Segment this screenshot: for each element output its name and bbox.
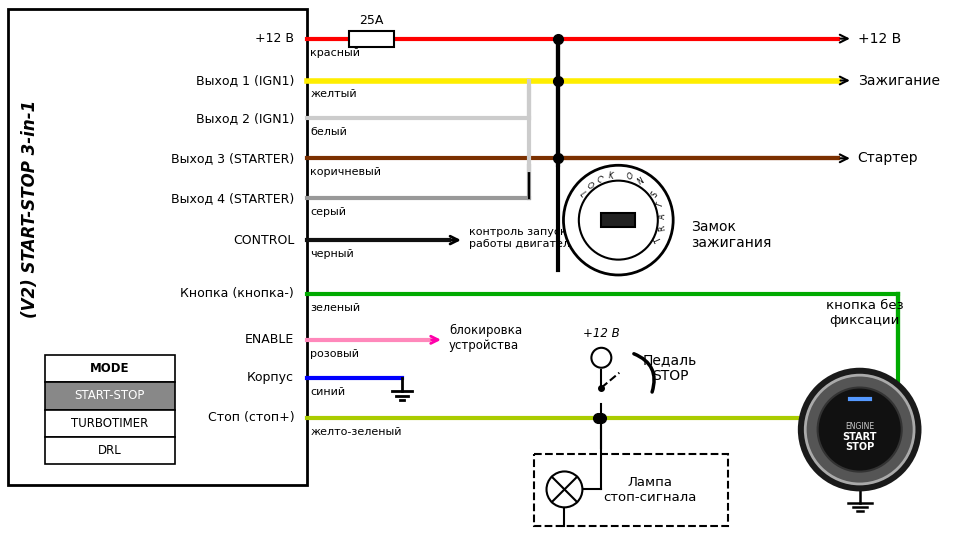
Text: 25A: 25A: [359, 14, 384, 26]
Bar: [45, 410, 175, 437]
Text: Замок
зажигания: Замок зажигания: [691, 220, 772, 250]
Bar: [45, 437, 175, 464]
Circle shape: [798, 368, 922, 491]
Text: Выход 1 (IGN1): Выход 1 (IGN1): [196, 74, 294, 87]
Text: кнопка без
фиксации: кнопка без фиксации: [826, 299, 903, 327]
Text: C: C: [595, 174, 604, 185]
Text: T: T: [654, 235, 664, 243]
Text: блокировка
устройства: блокировка устройства: [448, 324, 522, 352]
Text: Зажигание: Зажигание: [857, 73, 940, 87]
Text: O: O: [626, 172, 634, 182]
Text: A: A: [659, 213, 668, 219]
Bar: [349, 31, 394, 46]
Text: T: T: [656, 201, 665, 208]
Text: K: K: [608, 171, 613, 181]
Text: Выход 2 (IGN1): Выход 2 (IGN1): [196, 112, 294, 125]
Text: +12 В: +12 В: [583, 327, 619, 340]
Text: +12 В: +12 В: [857, 32, 900, 45]
Circle shape: [546, 471, 583, 508]
Text: START: START: [843, 431, 876, 442]
Circle shape: [564, 165, 673, 275]
Text: S: S: [650, 190, 660, 199]
Circle shape: [579, 181, 658, 260]
Text: STOP: STOP: [845, 442, 875, 451]
Text: Стоп (стоп+): Стоп (стоп+): [207, 411, 294, 424]
Text: контроль запуска и
работы двигателя: контроль запуска и работы двигателя: [468, 227, 584, 249]
Text: MODE: MODE: [90, 362, 130, 375]
Bar: [534, 455, 728, 526]
Text: N: N: [636, 176, 645, 187]
Circle shape: [805, 375, 914, 484]
Text: красный: красный: [310, 48, 360, 58]
Text: коричневый: коричневый: [310, 167, 381, 177]
Text: R: R: [658, 225, 667, 231]
Circle shape: [818, 388, 901, 471]
Text: ENGINE: ENGINE: [845, 422, 875, 431]
Text: Выход 4 (STARTER): Выход 4 (STARTER): [171, 192, 294, 205]
Text: Стартер: Стартер: [857, 151, 919, 165]
Text: Лампа
стоп-сигнала: Лампа стоп-сигнала: [604, 476, 697, 504]
Text: белый: белый: [310, 127, 347, 137]
Text: (V2) START-STOP 3-in-1: (V2) START-STOP 3-in-1: [21, 100, 39, 318]
Text: TURBOTIMER: TURBOTIMER: [71, 417, 149, 430]
Text: желто-зеленый: желто-зеленый: [310, 427, 401, 436]
Text: ENABLE: ENABLE: [245, 333, 294, 346]
Text: синий: синий: [310, 387, 346, 397]
Text: черный: черный: [310, 249, 354, 259]
Text: DRL: DRL: [98, 444, 122, 457]
Text: O: O: [585, 180, 594, 191]
Bar: [45, 382, 175, 410]
Text: Выход 3 (STARTER): Выход 3 (STARTER): [171, 152, 294, 165]
Text: START-STOP: START-STOP: [75, 389, 145, 402]
Bar: [8, 9, 307, 485]
Text: +12 В: +12 В: [255, 32, 294, 45]
Text: L: L: [577, 190, 587, 199]
Text: зеленый: зеленый: [310, 303, 360, 313]
Circle shape: [591, 348, 612, 368]
Text: серый: серый: [310, 207, 347, 217]
Text: желтый: желтый: [310, 90, 357, 99]
Text: Кнопка (кнопка-): Кнопка (кнопка-): [180, 287, 294, 300]
Text: CONTROL: CONTROL: [233, 234, 294, 247]
Bar: [45, 355, 175, 382]
Bar: [601, 213, 636, 227]
Text: розовый: розовый: [310, 349, 359, 359]
Text: Корпус: Корпус: [248, 371, 294, 384]
Text: Педаль
STOP: Педаль STOP: [643, 353, 697, 383]
